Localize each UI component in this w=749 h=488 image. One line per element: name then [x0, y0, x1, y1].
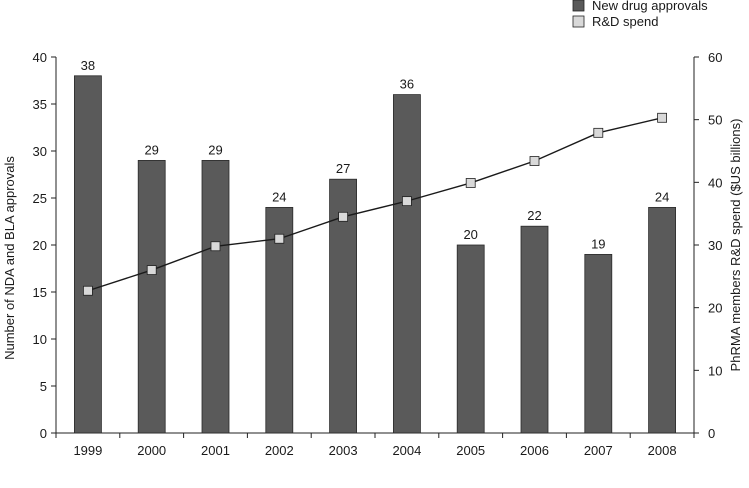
bar	[201, 159, 230, 434]
y-tick-label-right: 20	[708, 301, 722, 316]
bar-value-label: 19	[591, 236, 605, 251]
rd-spend-point	[210, 241, 221, 252]
y-axis-label-left: Number of NDA and BLA approvals	[2, 156, 17, 360]
y-tick-label-left: 40	[33, 50, 47, 65]
bar	[265, 206, 294, 434]
bar-value-label: 22	[527, 208, 541, 223]
legend-swatch-line	[572, 15, 585, 28]
y-tick-label-left: 5	[40, 379, 47, 394]
line-layer	[83, 112, 667, 296]
bar-value-label: 36	[400, 77, 414, 92]
bar	[648, 206, 676, 434]
rd-spend-point	[401, 196, 412, 207]
rd-spend-point	[465, 178, 476, 188]
legend: New drug approvals R&D spend	[572, 0, 708, 29]
y-tick-label-right: 40	[708, 175, 722, 190]
legend-label-line: R&D spend	[592, 14, 658, 29]
legend-label-bars: New drug approvals	[592, 0, 708, 13]
x-tick-label: 2001	[201, 443, 230, 458]
bar-value-label: 29	[208, 142, 222, 157]
x-tick-label: 2007	[584, 443, 613, 458]
bar-value-label: 24	[272, 189, 286, 204]
y-tick-label-left: 0	[40, 426, 47, 441]
y-tick-label-right: 50	[708, 113, 722, 128]
rd-spend-line	[87, 117, 663, 292]
y-tick-label-right: 30	[708, 238, 722, 253]
x-tick-label: 2002	[265, 443, 294, 458]
x-tick-label: 2005	[456, 443, 485, 458]
bar	[584, 253, 613, 434]
bar	[74, 75, 102, 434]
bar	[520, 225, 549, 434]
y-tick-label-left: 20	[33, 238, 47, 253]
rd-spend-point	[593, 127, 604, 138]
axes-layer: 0 5 10 15 20 25 30 35 40 0 10 20 30 40 50 60 1999 2000 200…	[33, 50, 723, 458]
bar-value-label: 24	[655, 189, 669, 204]
bar-value-label: 27	[336, 161, 350, 176]
y-tick-label-left: 25	[33, 191, 47, 206]
y-axis-label-right: PhRMA members R&D spend ($US billions)	[728, 119, 743, 372]
x-tick-label: 2004	[392, 443, 421, 458]
y-tick-label-right: 10	[708, 363, 722, 378]
y-tick-label-left: 10	[33, 332, 47, 347]
rd-spend-point	[146, 265, 157, 275]
bar	[137, 159, 166, 434]
x-tick-label: 1999	[73, 443, 102, 458]
bar	[392, 94, 421, 434]
labels-layer: 38 29 29 24 27 36 20 22 19 24	[81, 58, 670, 252]
y-tick-label-right: 60	[708, 50, 722, 65]
bar	[456, 244, 485, 434]
rd-spend-point	[274, 233, 285, 244]
x-tick-label: 2003	[329, 443, 358, 458]
bar-value-label: 20	[463, 227, 477, 242]
rd-spend-point	[83, 285, 93, 296]
x-tick-label: 2008	[648, 443, 677, 458]
rd-spend-point	[529, 156, 540, 166]
y-tick-label-left: 35	[33, 97, 47, 112]
rd-spend-point	[657, 112, 667, 123]
bars-layer	[74, 75, 676, 434]
y-tick-label-left: 15	[33, 285, 47, 300]
x-tick-label: 2006	[520, 443, 549, 458]
bar-value-label: 29	[144, 142, 158, 157]
rd-spend-point	[338, 211, 349, 222]
bar-value-label: 38	[81, 58, 95, 73]
y-tick-label-left: 30	[33, 144, 47, 159]
y-tick-label-right: 0	[708, 426, 715, 441]
legend-swatch-bars	[572, 0, 585, 12]
x-tick-label: 2000	[137, 443, 166, 458]
